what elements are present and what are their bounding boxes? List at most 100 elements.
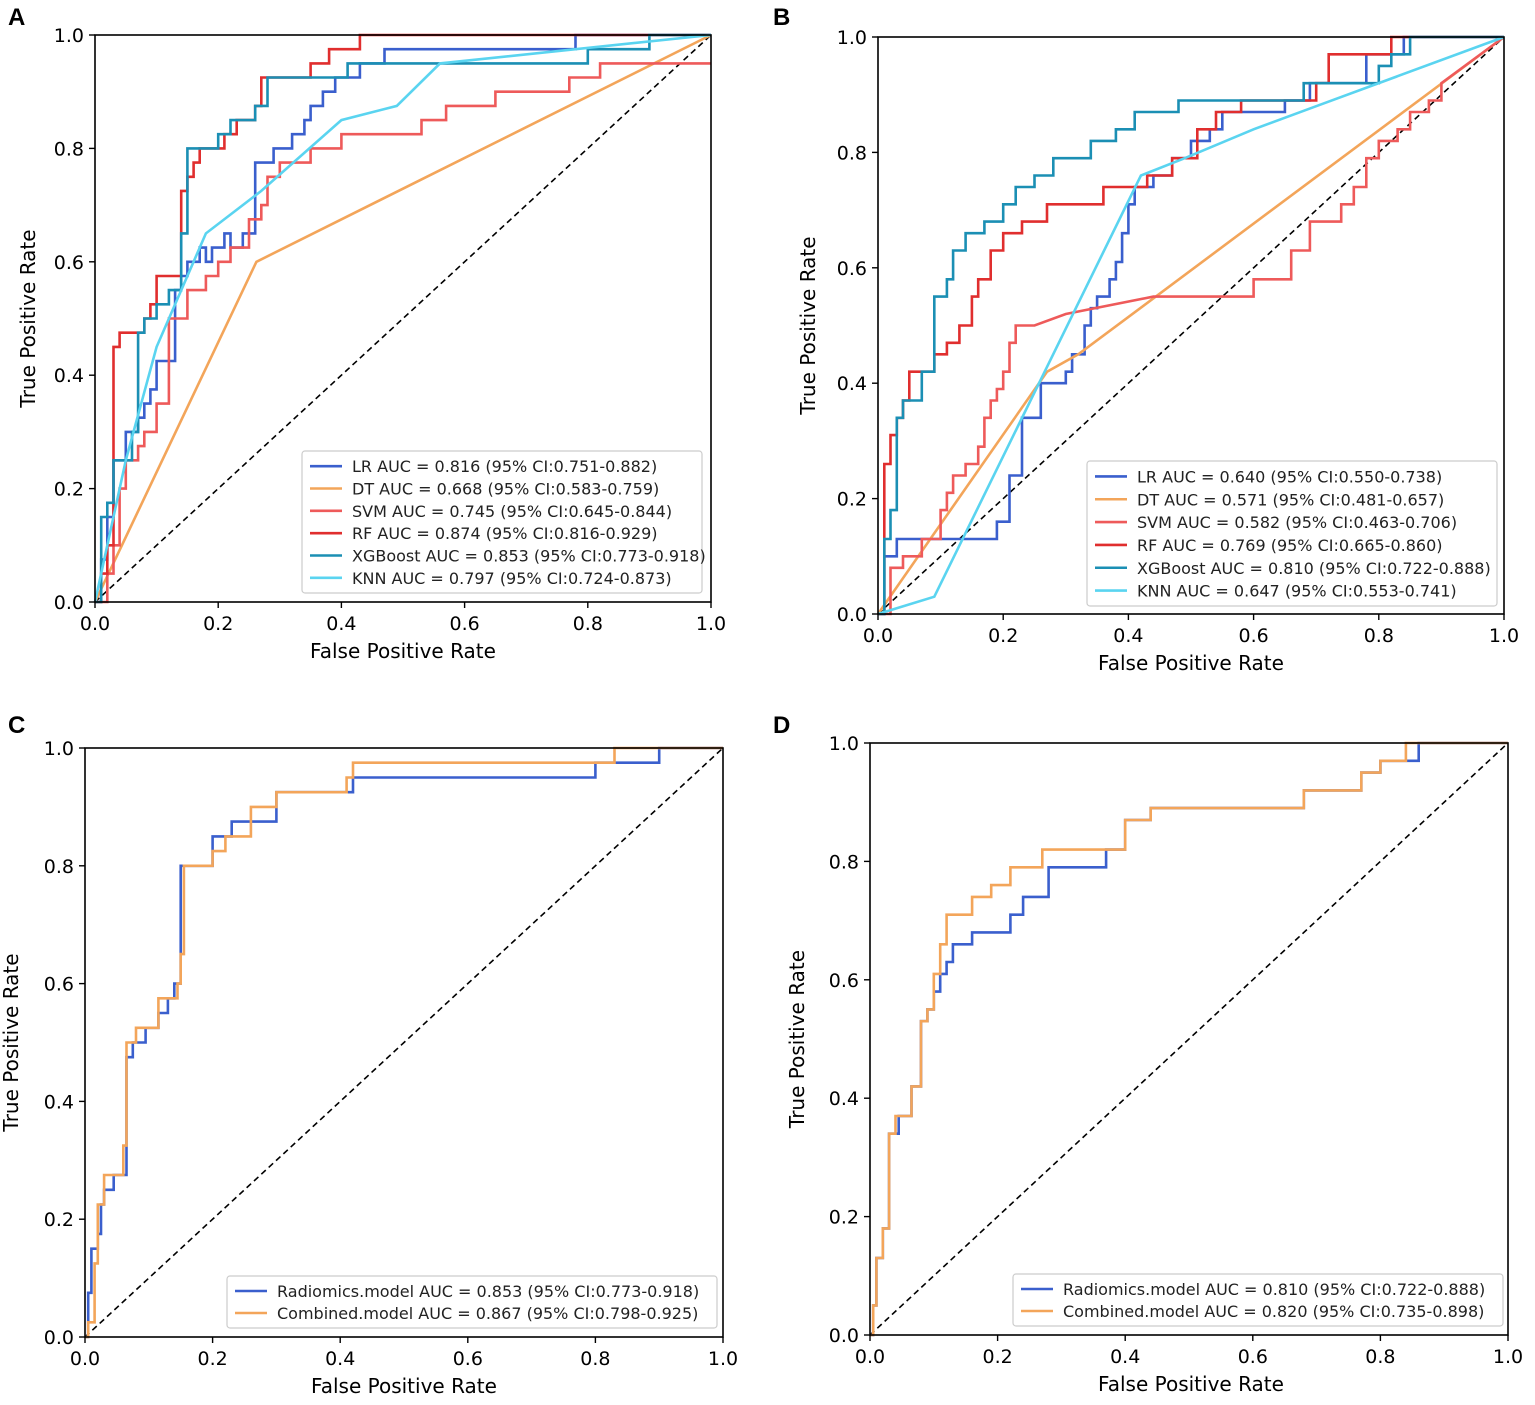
panel-c: C 0.0 0.2 0.4 0.6 0.8 1.0 0.0 0.2 0.4 0.6 0.8 1.0 Fal…	[0, 712, 738, 1398]
legend-entry: KNN AUC = 0.647 (95% CI:0.553-0.741)	[1137, 582, 1457, 601]
x-tick-label: 0.6	[1238, 1346, 1268, 1368]
y-tick-label: 0.4	[837, 373, 867, 395]
y-tick-label: 0.0	[837, 604, 867, 626]
y-axis-label: True Positive Rate	[0, 953, 23, 1132]
x-tick-label: 0.0	[855, 1346, 885, 1368]
x-axis-label: False Positive Rate	[311, 1374, 497, 1398]
y-tick-label: 0.8	[829, 851, 859, 873]
y-tick-label: 0.4	[44, 1091, 74, 1113]
plot-frame	[877, 36, 1505, 615]
panel-letter: D	[773, 712, 790, 739]
roc-curve-svm	[878, 35, 1505, 616]
y-tick-label: 0.0	[54, 592, 84, 614]
x-tick-label: 1.0	[1493, 1346, 1523, 1368]
legend-entry: LR AUC = 0.640 (95% CI:0.550-0.738)	[1137, 467, 1442, 486]
y-tick-label: 0.6	[837, 258, 867, 280]
legend: Radiomics.model AUC = 0.853 (95% CI:0.77…	[226, 1275, 718, 1329]
plot-frame	[94, 34, 712, 603]
legend-entry: Combined.model AUC = 0.867 (95% CI:0.798…	[277, 1304, 698, 1323]
x-tick-label: 0.6	[449, 613, 479, 635]
x-tick-label: 0.8	[580, 1348, 610, 1370]
legend-entry: SVM AUC = 0.582 (95% CI:0.463-0.706)	[1137, 513, 1457, 532]
x-axis-label: False Positive Rate	[1098, 1372, 1284, 1396]
y-tick-label: 1.0	[54, 25, 84, 47]
roc-curve-combined-model	[870, 741, 1508, 1337]
legend-box	[1086, 460, 1498, 607]
legend-box	[226, 1275, 718, 1329]
x-axis-label: False Positive Rate	[1098, 651, 1284, 675]
y-axis-label: True Positive Rate	[16, 229, 40, 408]
roc-curve-svm	[95, 62, 711, 604]
y-tick-label: 0.0	[44, 1327, 74, 1349]
y-tick-label: 0.4	[829, 1088, 859, 1110]
legend-entry: LR AUC = 0.816 (95% CI:0.751-0.882)	[352, 457, 657, 476]
roc-curve-xgboost	[95, 33, 711, 604]
x-tick-label: 0.4	[326, 613, 356, 635]
y-tick-label: 0.8	[837, 142, 867, 164]
y-tick-label: 0.6	[44, 974, 74, 996]
x-tick-label: 0.8	[1364, 625, 1394, 647]
y-tick-label: 1.0	[44, 738, 74, 760]
panel-letter: C	[8, 712, 25, 739]
y-axis-label: True Positive Rate	[796, 236, 820, 415]
panel-b: B 0.0 0.2 0.4 0.6 0.8 1.0 0.0 0.2 0.4 0.6 0.8 1.0 Fal…	[773, 4, 1519, 675]
x-tick-label: 1.0	[696, 613, 726, 635]
roc-curve-knn	[93, 33, 712, 603]
panel-d: D 0.0 0.2 0.4 0.6 0.8 1.0 0.0 0.2 0.4 0.6 0.8 1.0 Fal…	[773, 712, 1523, 1396]
plot-frame	[84, 747, 724, 1338]
roc-curve-lr	[878, 35, 1504, 616]
x-tick-label: 0.0	[863, 625, 893, 647]
x-tick-label: 0.6	[453, 1348, 483, 1370]
legend-box	[1012, 1273, 1504, 1327]
x-axis-label: False Positive Rate	[310, 639, 496, 663]
x-tick-label: 0.4	[1110, 1346, 1140, 1368]
y-tick-label: 0.4	[54, 365, 84, 387]
legend: Radiomics.model AUC = 0.810 (95% CI:0.72…	[1012, 1273, 1504, 1327]
y-tick-label: 0.6	[54, 252, 84, 274]
y-tick-label: 1.0	[829, 733, 859, 755]
legend-entry: SVM AUC = 0.745 (95% CI:0.645-0.844)	[352, 502, 672, 521]
legend-entry: RF AUC = 0.769 (95% CI:0.665-0.860)	[1137, 536, 1443, 555]
plot-frame	[869, 742, 1509, 1336]
legend-entry: KNN AUC = 0.797 (95% CI:0.724-0.873)	[352, 569, 672, 588]
legend: LR AUC = 0.640 (95% CI:0.550-0.738) DT AU…	[1086, 460, 1498, 607]
roc-curve-xgboost	[878, 35, 1504, 616]
x-tick-label: 0.0	[80, 613, 110, 635]
legend-entry: DT AUC = 0.571 (95% CI:0.481-0.657)	[1137, 490, 1444, 509]
chance-line	[877, 36, 1505, 615]
y-tick-label: 0.8	[54, 138, 84, 160]
x-tick-label: 0.6	[1238, 625, 1268, 647]
x-tick-label: 0.4	[1113, 625, 1143, 647]
x-tick-label: 0.2	[197, 1348, 227, 1370]
x-tick-label: 0.2	[203, 613, 233, 635]
legend-entry: Combined.model AUC = 0.820 (95% CI:0.735…	[1063, 1302, 1484, 1321]
legend-entry: DT AUC = 0.668 (95% CI:0.583-0.759)	[352, 480, 659, 499]
y-tick-label: 0.2	[837, 489, 867, 511]
legend-entry: XGBoost AUC = 0.810 (95% CI:0.722-0.888)	[1137, 559, 1491, 578]
x-tick-label: 0.8	[1365, 1346, 1395, 1368]
x-tick-label: 1.0	[1489, 625, 1519, 647]
legend-entry: Radiomics.model AUC = 0.810 (95% CI:0.72…	[1063, 1280, 1485, 1299]
chance-line	[84, 747, 724, 1338]
x-tick-label: 0.0	[70, 1348, 100, 1370]
legend-entry: RF AUC = 0.874 (95% CI:0.816-0.929)	[352, 524, 658, 543]
legend-entry: XGBoost AUC = 0.853 (95% CI:0.773-0.918)	[352, 547, 706, 566]
x-tick-label: 1.0	[708, 1348, 738, 1370]
panel-letter: A	[8, 4, 25, 31]
x-tick-label: 0.2	[988, 625, 1018, 647]
panel-letter: B	[773, 4, 790, 31]
roc-curve-dt	[93, 33, 712, 603]
legend-box	[301, 450, 703, 594]
y-tick-label: 1.0	[837, 27, 867, 49]
y-tick-label: 0.0	[829, 1325, 859, 1347]
legend: LR AUC = 0.816 (95% CI:0.751-0.882) DT AU…	[301, 450, 706, 594]
chance-line	[869, 742, 1509, 1336]
y-tick-label: 0.2	[829, 1207, 859, 1229]
y-axis-label: True Positive Rate	[785, 950, 809, 1129]
roc-curve-knn	[877, 35, 1505, 616]
x-tick-label: 0.2	[982, 1346, 1012, 1368]
x-tick-label: 0.8	[573, 613, 603, 635]
x-tick-label: 0.4	[325, 1348, 355, 1370]
y-tick-label: 0.6	[829, 970, 859, 992]
